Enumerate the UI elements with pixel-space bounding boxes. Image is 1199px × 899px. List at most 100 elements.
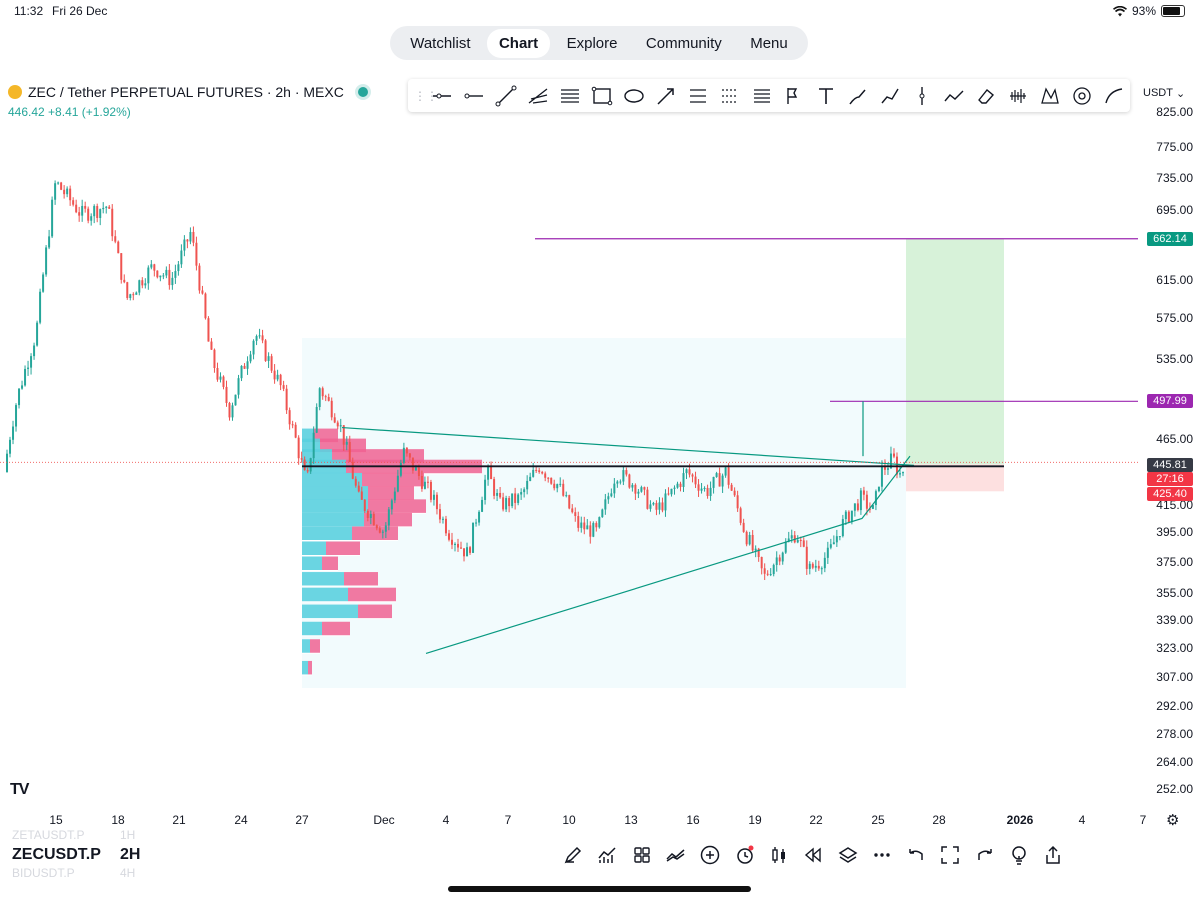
vp-bar-up xyxy=(302,556,322,571)
tradingview-logo-icon: TV xyxy=(10,781,29,798)
loss-zone[interactable] xyxy=(906,464,1004,492)
candle-body xyxy=(36,322,39,346)
more-icon[interactable] xyxy=(865,842,899,868)
candle-body xyxy=(637,491,640,494)
watchlist-prev-ticker[interactable]: ZETAUSDT.P xyxy=(12,828,85,842)
vp-bar-down xyxy=(308,660,312,675)
tab-explore[interactable]: Explore xyxy=(566,34,618,52)
pitchfork-icon[interactable] xyxy=(522,82,554,110)
volume-profile-icon[interactable] xyxy=(1002,82,1034,110)
fib-extension-icon[interactable] xyxy=(714,82,746,110)
candle-body xyxy=(790,535,793,539)
ellipse-icon[interactable] xyxy=(618,82,650,110)
candle-body xyxy=(168,269,171,286)
curve-icon[interactable] xyxy=(1098,82,1130,110)
brush-icon[interactable] xyxy=(842,82,874,110)
candle-body xyxy=(141,280,144,286)
compare-icon[interactable] xyxy=(659,842,693,868)
candle-body xyxy=(613,483,616,494)
last-price: 446.42 xyxy=(8,105,45,119)
candle-body xyxy=(147,267,150,284)
replay-icon[interactable] xyxy=(796,842,830,868)
candle-body xyxy=(336,422,339,427)
vertical-line-icon[interactable] xyxy=(906,82,938,110)
drag-handle-icon[interactable]: ⋮⋮ xyxy=(414,88,438,103)
active-ticker[interactable]: ZECUSDT.P xyxy=(12,846,101,863)
candle-body xyxy=(568,495,571,509)
candle-body xyxy=(634,484,637,494)
rectangle-icon[interactable] xyxy=(586,82,618,110)
brush-icon[interactable] xyxy=(556,842,590,868)
candle-body xyxy=(189,231,192,242)
target-icon[interactable] xyxy=(1066,82,1098,110)
profit-zone[interactable] xyxy=(906,238,1004,465)
currency-selector[interactable]: USDT ⌄ xyxy=(1143,84,1197,102)
tab-chart[interactable]: Chart xyxy=(486,28,551,58)
candle-body xyxy=(784,541,787,553)
candle-body xyxy=(51,199,54,237)
alert-icon[interactable] xyxy=(727,842,761,868)
eraser-icon[interactable] xyxy=(970,82,1002,110)
tab-community[interactable]: Community xyxy=(645,34,722,52)
candle-body xyxy=(457,543,460,548)
stop-price-tag[interactable]: 425.40 xyxy=(1147,487,1193,502)
trend-line-icon[interactable] xyxy=(490,82,522,110)
flag-icon[interactable] xyxy=(778,82,810,110)
tab-watchlist[interactable]: Watchlist xyxy=(410,34,471,52)
watchlist-next-ticker[interactable]: BIDUSDT.P xyxy=(12,866,75,880)
triangle-lower-line[interactable] xyxy=(425,455,911,655)
date-axis-label: 19 xyxy=(748,813,762,827)
layers-icon[interactable] xyxy=(830,842,864,868)
home-indicator[interactable] xyxy=(448,886,751,892)
grid-icon[interactable] xyxy=(625,842,659,868)
indicators-icon[interactable] xyxy=(590,842,624,868)
path-icon[interactable] xyxy=(874,82,906,110)
price-axis-label: 252.00 xyxy=(1156,782,1193,796)
countdown-tag[interactable]: 27:16 xyxy=(1147,472,1193,487)
candle-body xyxy=(447,533,450,540)
xabcd-pattern-icon[interactable] xyxy=(1034,82,1066,110)
candle-body xyxy=(165,269,168,276)
candle-body xyxy=(315,406,318,433)
candle-body xyxy=(258,335,261,337)
gear-icon[interactable]: ⚙ xyxy=(1166,812,1180,829)
add-icon[interactable] xyxy=(693,842,727,868)
fullscreen-icon[interactable] xyxy=(933,842,967,868)
current-price-tag[interactable]: 445.81 xyxy=(1147,458,1193,473)
alert-price-tag[interactable]: 497.99 xyxy=(1147,394,1193,409)
candles-icon[interactable] xyxy=(762,842,796,868)
candle-body xyxy=(39,291,42,323)
candle-body xyxy=(775,557,778,565)
undo-icon[interactable] xyxy=(899,842,933,868)
candle-body xyxy=(601,509,604,518)
candle-body xyxy=(288,410,291,425)
candle-body xyxy=(832,542,835,545)
forecast-icon[interactable] xyxy=(938,82,970,110)
triangle-upper-line[interactable] xyxy=(341,426,915,466)
candle-body xyxy=(414,467,417,471)
vp-bar-up xyxy=(302,587,348,602)
horizontal-line-icon[interactable] xyxy=(458,82,490,110)
parallel-channel-icon[interactable] xyxy=(554,82,586,110)
tab-menu[interactable]: Menu xyxy=(750,34,788,52)
candle-body xyxy=(432,494,435,500)
target-price-tag[interactable]: 662.14 xyxy=(1147,231,1193,246)
candle-body xyxy=(297,437,300,459)
symbol-header[interactable]: ZEC / Tether PERPETUAL FUTURES · 2h · ME… xyxy=(8,84,368,100)
candle-body xyxy=(559,483,562,485)
share-icon[interactable] xyxy=(1036,842,1070,868)
active-timeframe[interactable]: 2H xyxy=(120,846,141,863)
candle-body xyxy=(33,345,36,357)
candle-body xyxy=(321,388,324,397)
price-axis-label: 375.00 xyxy=(1156,555,1193,569)
anchored-vwap-icon[interactable] xyxy=(746,82,778,110)
candle-body xyxy=(886,468,889,470)
candle-body xyxy=(9,439,12,454)
redo-icon[interactable] xyxy=(968,842,1002,868)
idea-icon[interactable] xyxy=(1002,842,1036,868)
horizontal-ray-icon[interactable] xyxy=(426,82,458,110)
arrow-icon[interactable] xyxy=(650,82,682,110)
fib-retracement-icon[interactable] xyxy=(682,82,714,110)
text-icon[interactable] xyxy=(810,82,842,110)
